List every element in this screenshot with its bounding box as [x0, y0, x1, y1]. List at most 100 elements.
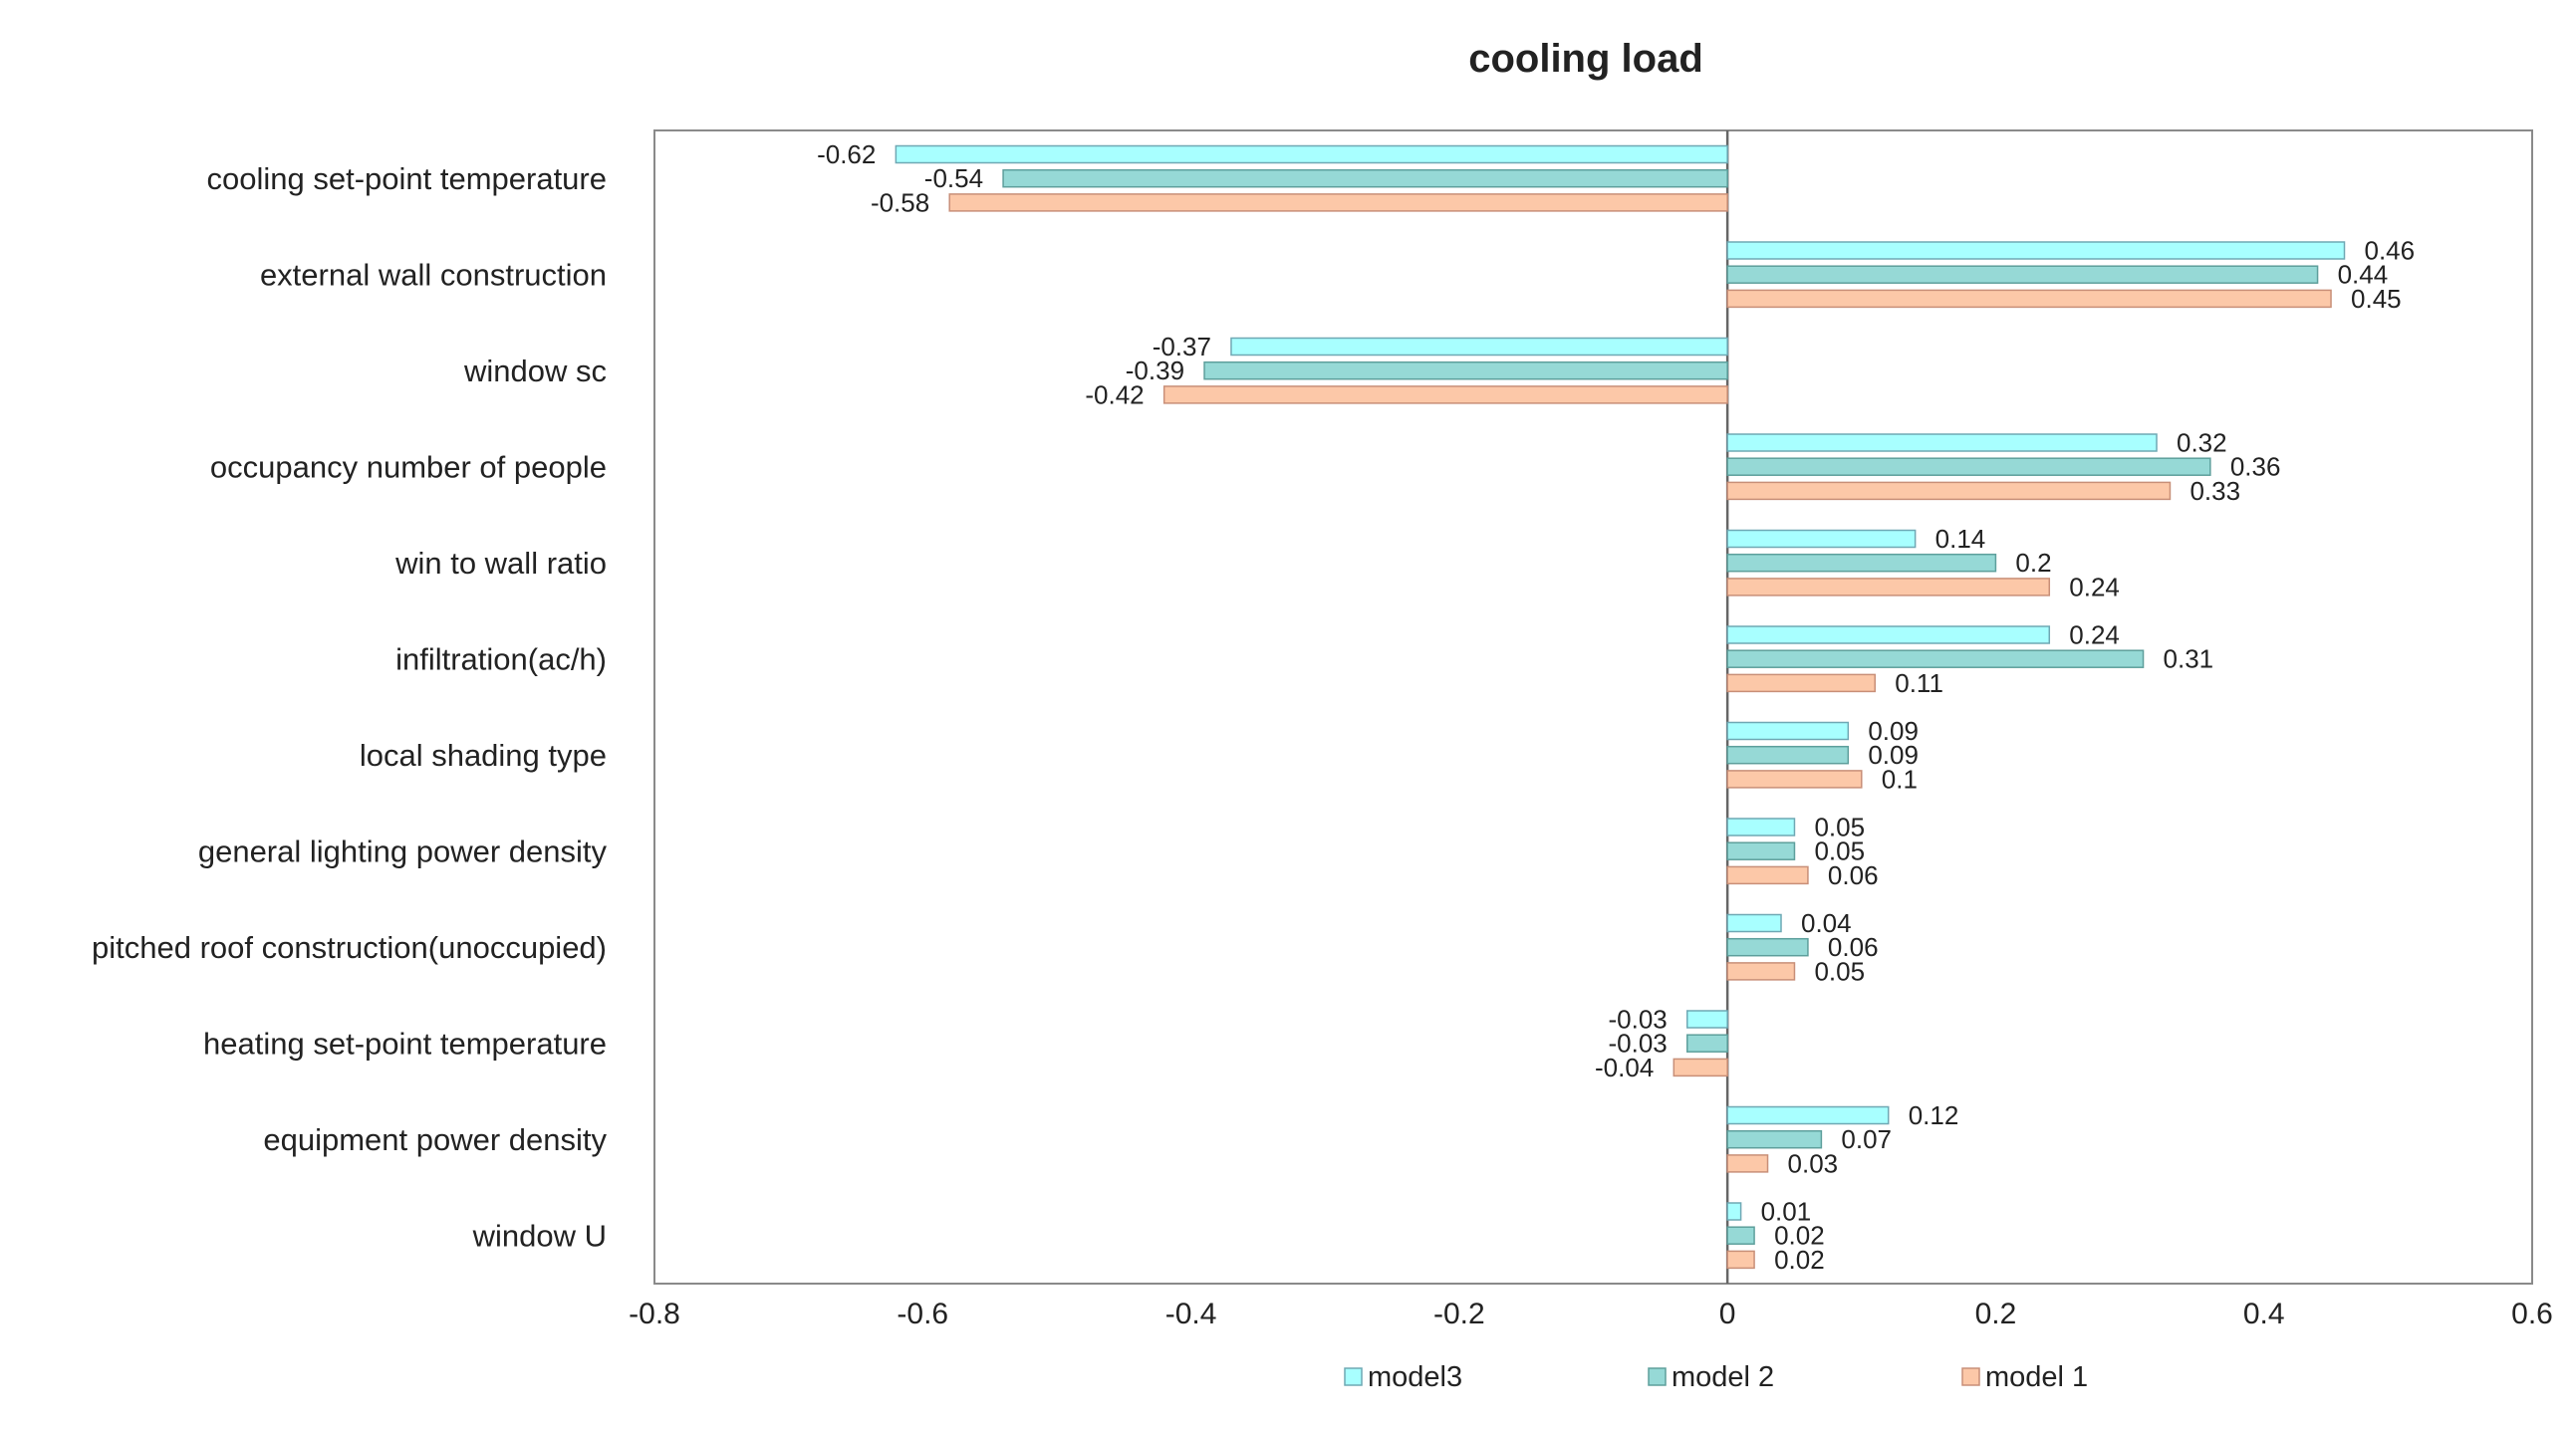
data-label: 0.11 — [1895, 668, 1943, 698]
data-label: 0.24 — [2069, 572, 2120, 601]
data-label: 0.05 — [1814, 813, 1865, 842]
legend-label: model3 — [1368, 1361, 1462, 1393]
bar — [1726, 673, 1876, 693]
data-label: -0.03 — [1608, 1029, 1667, 1059]
bar — [1726, 721, 1850, 741]
data-label: 0.01 — [1761, 1197, 1812, 1227]
data-label: 0.09 — [1868, 716, 1919, 746]
bar — [1002, 168, 1728, 188]
data-label: 0.06 — [1828, 932, 1879, 962]
bar — [1726, 913, 1782, 933]
bar — [1726, 745, 1850, 765]
bar — [1686, 1010, 1728, 1029]
data-label: 0.46 — [2365, 236, 2416, 266]
data-label: 0.02 — [1774, 1245, 1825, 1275]
bar — [1726, 433, 2158, 452]
legend-swatch — [1344, 1367, 1363, 1386]
bar — [895, 144, 1728, 164]
data-label: 0.44 — [2338, 260, 2389, 290]
data-label: 0.04 — [1801, 908, 1852, 938]
category-label: local shading type — [360, 738, 607, 773]
data-label: -0.42 — [1085, 379, 1144, 409]
plot-frame — [653, 129, 2533, 1285]
data-label: -0.03 — [1608, 1005, 1667, 1035]
category-label: infiltration(ac/h) — [395, 642, 607, 677]
bar — [1726, 241, 2346, 260]
data-label: -0.04 — [1595, 1053, 1654, 1082]
legend-label: model 2 — [1672, 1361, 1774, 1393]
x-tick-label: 0 — [1719, 1298, 1736, 1330]
bar — [1726, 529, 1917, 549]
data-label: 0.05 — [1814, 956, 1865, 986]
bar — [1726, 818, 1796, 836]
bar — [1726, 1226, 1755, 1245]
bar — [1726, 937, 1809, 957]
category-label: window sc — [463, 354, 607, 388]
data-label: 0.05 — [1814, 836, 1865, 866]
bar — [948, 193, 1728, 212]
data-label: 0.32 — [2177, 428, 2227, 458]
data-label: 0.09 — [1868, 740, 1919, 770]
bar — [1726, 481, 2172, 501]
bar — [1203, 360, 1728, 380]
data-label: 0.31 — [2164, 644, 2214, 674]
chart-title: cooling load — [1468, 37, 1703, 81]
bar — [1726, 578, 2051, 596]
category-label: occupancy number of people — [210, 450, 607, 485]
bar — [1726, 625, 2051, 644]
category-label: win to wall ratio — [394, 546, 607, 581]
legend-label: model 1 — [1985, 1361, 2088, 1393]
data-label: 0.07 — [1841, 1124, 1892, 1154]
data-label: -0.62 — [817, 139, 876, 169]
data-label: 0.03 — [1788, 1148, 1839, 1178]
data-label: -0.58 — [871, 187, 929, 217]
bar — [1726, 457, 2211, 476]
legend-swatch — [1961, 1367, 1980, 1386]
bar — [1726, 289, 2332, 309]
bar — [1726, 865, 1809, 885]
legend-swatch — [1648, 1367, 1667, 1386]
data-label: 0.12 — [1909, 1100, 1959, 1130]
category-label: external wall construction — [260, 258, 607, 293]
data-label: 0.06 — [1828, 860, 1879, 890]
data-label: -0.37 — [1153, 332, 1211, 361]
legend: model3 model 2 model 1 — [1344, 1361, 2088, 1393]
bar — [1726, 770, 1863, 789]
data-label: -0.54 — [924, 163, 983, 193]
bar — [1162, 385, 1728, 404]
x-tick-label: 0.2 — [1975, 1298, 2017, 1330]
data-label: 0.33 — [2190, 476, 2240, 506]
data-label: -0.39 — [1126, 356, 1184, 385]
data-label: 0.45 — [2351, 284, 2402, 314]
bar — [1726, 649, 2145, 668]
data-label: 0.14 — [1935, 524, 1986, 554]
category-label: window U — [472, 1219, 607, 1254]
category-label: pitched roof construction(unoccupied) — [92, 930, 607, 965]
x-tick-label: 0.6 — [2511, 1298, 2553, 1330]
category-label: general lighting power density — [198, 835, 608, 869]
bar — [1673, 1058, 1728, 1077]
data-label: 0.02 — [1774, 1221, 1825, 1251]
x-tick-label: -0.4 — [1165, 1298, 1217, 1330]
bar — [1726, 1105, 1890, 1125]
bar — [1726, 962, 1796, 981]
bar — [1726, 1202, 1742, 1221]
x-tick-label: -0.2 — [1433, 1298, 1485, 1330]
data-label: 0.24 — [2069, 620, 2120, 650]
category-label: equipment power density — [263, 1122, 607, 1157]
bar — [1726, 1129, 1823, 1149]
bar — [1726, 553, 1997, 573]
bar — [1726, 841, 1796, 860]
category-label: heating set-point temperature — [203, 1027, 607, 1062]
bar — [1726, 1250, 1755, 1270]
x-tick-label: -0.6 — [897, 1298, 948, 1330]
bar — [1726, 265, 2319, 284]
data-label: 0.2 — [2015, 548, 2051, 578]
x-tick-label: 0.4 — [2243, 1298, 2285, 1330]
data-label: 0.36 — [2230, 452, 2281, 482]
bar — [1726, 1154, 1769, 1173]
bar — [1686, 1034, 1728, 1053]
plot-area: -0.8 -0.6 -0.4 -0.2 0 0.2 0.4 0.6 cooling set-po… — [92, 129, 2553, 1330]
